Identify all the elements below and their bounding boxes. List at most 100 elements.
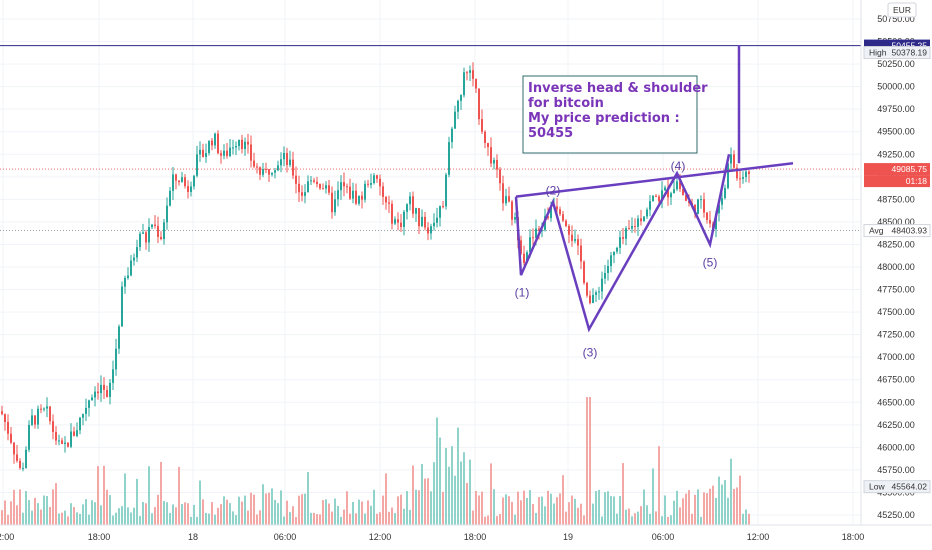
candle-body bbox=[562, 214, 564, 221]
volume-bar bbox=[553, 503, 555, 525]
volume-bar bbox=[598, 489, 600, 525]
y-tick-label: 50250.00 bbox=[877, 59, 915, 69]
volume-bar bbox=[79, 513, 81, 525]
candle-body bbox=[106, 389, 108, 397]
volume-bar bbox=[739, 475, 741, 525]
annotation-box[interactable]: Inverse head & shoulder for bitcoin My p… bbox=[522, 75, 708, 154]
candle-body bbox=[181, 177, 183, 183]
candle bbox=[574, 229, 576, 244]
volume-bar bbox=[148, 466, 150, 525]
candle bbox=[352, 182, 354, 204]
candle-body bbox=[727, 163, 729, 189]
volume-bar bbox=[292, 506, 294, 525]
candle-body bbox=[574, 239, 576, 241]
candle bbox=[565, 219, 567, 228]
candle-body bbox=[34, 415, 36, 425]
candle bbox=[154, 215, 156, 229]
candle-body bbox=[739, 178, 741, 180]
candle-body bbox=[70, 431, 72, 447]
candle-body bbox=[370, 183, 372, 185]
candle-body bbox=[559, 209, 561, 215]
volume-bar bbox=[580, 503, 582, 525]
candle bbox=[232, 139, 234, 155]
time-axis[interactable]: 12:00 18:00 18 06:00 12:00 18:00 19 06:00 12:00 1… bbox=[0, 524, 932, 542]
candle bbox=[445, 172, 447, 210]
candle-body bbox=[454, 111, 456, 129]
volume-bar bbox=[436, 417, 438, 525]
candle bbox=[643, 216, 645, 222]
candle bbox=[481, 109, 483, 135]
candle-body bbox=[436, 217, 438, 223]
volume-bar bbox=[523, 490, 525, 525]
candle bbox=[220, 150, 222, 164]
volume-bar bbox=[556, 497, 558, 525]
candle-body bbox=[82, 413, 84, 418]
wave-point-label: (5) bbox=[703, 255, 718, 269]
volume-bar bbox=[214, 514, 216, 525]
candle bbox=[148, 218, 150, 252]
candle bbox=[430, 223, 432, 240]
candle-body bbox=[400, 222, 402, 227]
volume-bar bbox=[421, 464, 423, 525]
candle bbox=[625, 226, 627, 246]
volume-bar bbox=[361, 501, 363, 525]
candle bbox=[172, 166, 174, 200]
candle bbox=[385, 195, 387, 210]
candle-body bbox=[388, 202, 390, 204]
candle-body bbox=[244, 141, 246, 149]
avg-price-tag-value: 48403.93 bbox=[892, 226, 928, 236]
candle bbox=[10, 427, 12, 445]
candle-body bbox=[442, 206, 444, 208]
volume-bar bbox=[289, 512, 291, 525]
candle-body bbox=[7, 422, 9, 434]
candle-body bbox=[478, 88, 480, 120]
volume-bar bbox=[223, 496, 225, 525]
candle bbox=[160, 231, 162, 241]
chart-grid bbox=[0, 0, 861, 525]
candle-body bbox=[235, 146, 237, 148]
candle bbox=[391, 200, 393, 230]
volume-bar bbox=[622, 463, 624, 525]
y-tick-label: 46250.00 bbox=[877, 420, 915, 430]
candle-body bbox=[184, 177, 186, 187]
candle bbox=[436, 207, 438, 228]
candle bbox=[151, 223, 153, 230]
price-axis[interactable]: 50750.0050500.0050250.0050000.0049750.00… bbox=[860, 0, 915, 525]
candle bbox=[475, 78, 477, 94]
candle bbox=[610, 251, 612, 273]
volume-bar bbox=[343, 509, 345, 525]
candle bbox=[82, 413, 84, 426]
volume-bar bbox=[199, 480, 201, 525]
volume-bar bbox=[46, 496, 48, 525]
candle bbox=[589, 290, 591, 305]
y-tick-label: 47250.00 bbox=[877, 330, 915, 340]
volume-bar bbox=[31, 510, 33, 525]
volume-bar bbox=[460, 461, 462, 525]
candle bbox=[670, 191, 672, 205]
volume-bar bbox=[244, 495, 246, 525]
candle-body bbox=[259, 167, 261, 175]
candle bbox=[142, 223, 144, 235]
price-reference-lines bbox=[0, 45, 861, 231]
candle-body bbox=[580, 245, 582, 262]
volume-bar bbox=[748, 513, 750, 525]
candle-body bbox=[706, 212, 708, 220]
candle bbox=[379, 174, 381, 196]
candle-body bbox=[607, 266, 609, 273]
candle-body bbox=[202, 149, 204, 157]
candle-body bbox=[67, 442, 69, 447]
candle-body bbox=[28, 424, 30, 450]
candle-body bbox=[256, 166, 258, 168]
candle-body bbox=[352, 190, 354, 199]
candle bbox=[67, 442, 69, 448]
volume-bar bbox=[85, 499, 87, 525]
candle-body bbox=[277, 165, 279, 171]
volume-bar bbox=[49, 506, 51, 525]
candle bbox=[34, 415, 36, 429]
candle bbox=[628, 220, 630, 230]
candle bbox=[676, 178, 678, 192]
candle bbox=[739, 168, 741, 189]
candle bbox=[673, 180, 675, 194]
volume-bar bbox=[583, 515, 585, 525]
